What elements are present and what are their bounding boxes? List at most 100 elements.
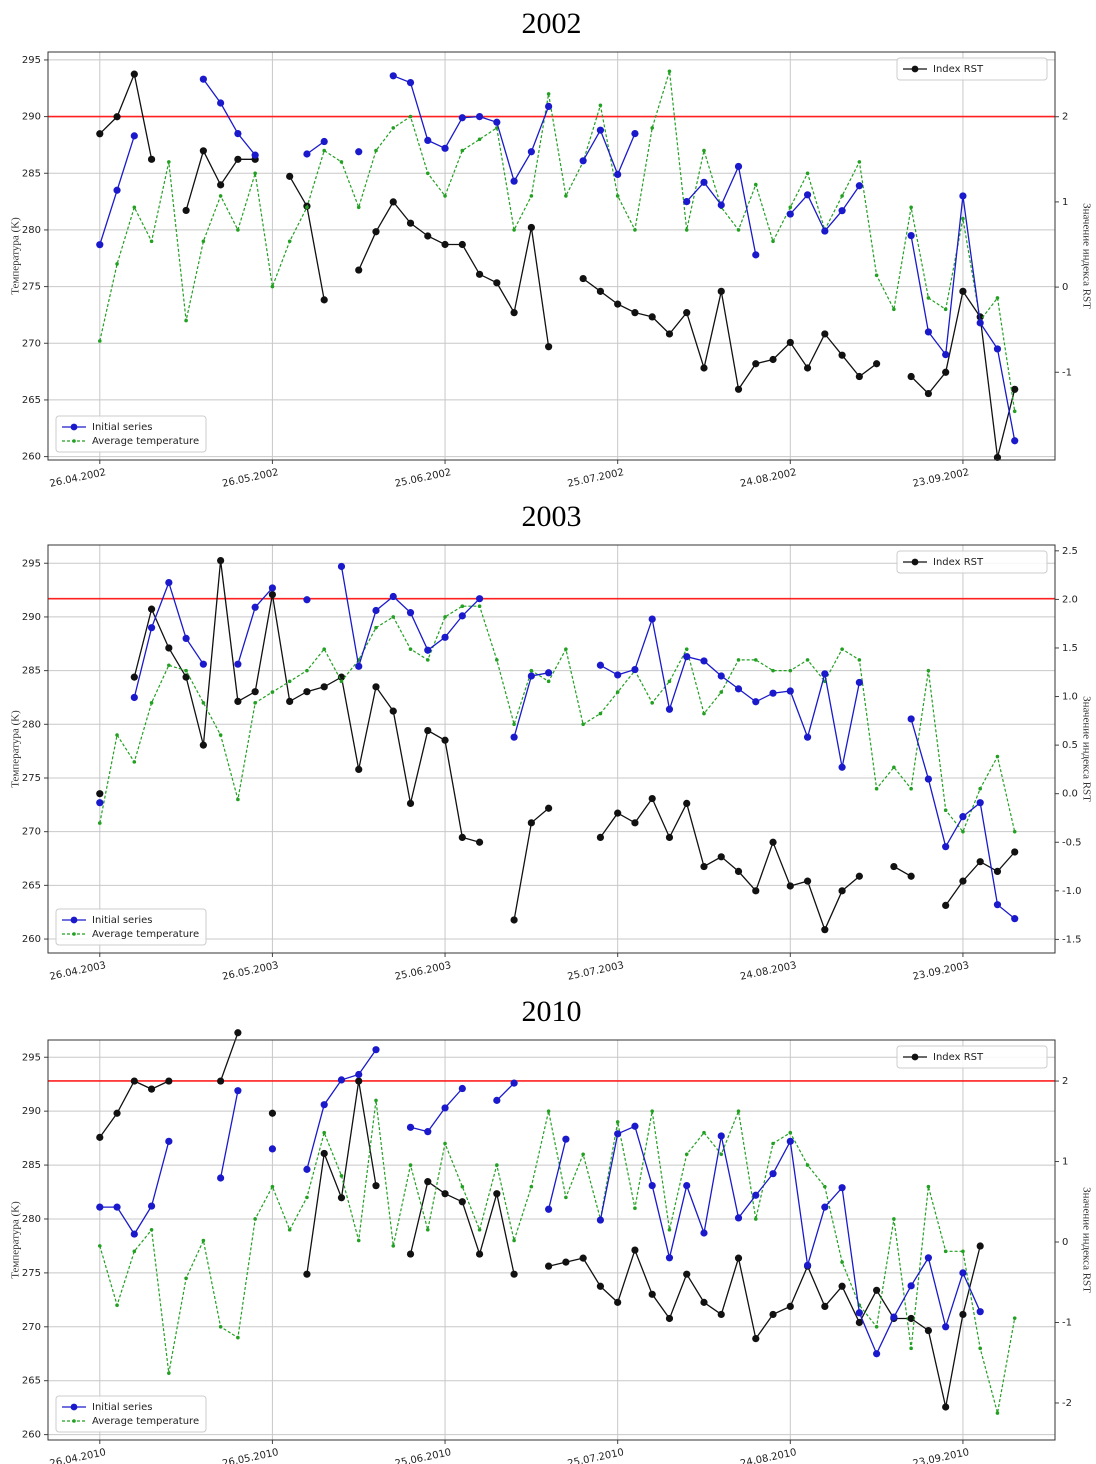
data-point [961,829,965,834]
data-point [337,1076,346,1084]
data-point [545,102,553,110]
data-point [201,1238,206,1243]
data-point [821,1203,829,1211]
data-point [717,853,725,861]
data-point [579,1254,587,1262]
data-point [406,219,415,227]
data-point [493,118,501,126]
data-point [976,799,984,807]
data-point [372,228,380,236]
data-point [719,690,724,694]
data-point [683,1270,691,1278]
data-point [683,198,691,206]
data-point [529,194,534,198]
data-point [287,239,292,244]
data-point [1012,829,1017,834]
data-point [268,584,277,592]
data-point [734,385,743,393]
data-point [890,1313,898,1321]
data-point [700,862,708,871]
y2-tick-label: 2 [1062,112,1068,123]
data-point [614,671,622,679]
data-point [184,1276,188,1281]
data-point [752,698,760,706]
plot-frame [47,51,1056,461]
data-point [510,177,518,185]
data-point [976,313,984,321]
data-point [253,171,257,176]
y2-tick-label: 1.5 [1062,643,1078,654]
y-tick-label: 275 [22,1268,41,1279]
data-point [942,843,950,851]
data-point [564,194,568,198]
y-tick-label: 260 [22,934,41,945]
x-tick-label: 23.09.2002 [912,467,970,490]
data-point [475,270,484,278]
data-point [337,1194,346,1202]
legend-label: Average temperature [92,929,199,940]
legend: Initial series Average temperature [55,908,207,946]
y-tick-label: 285 [22,168,41,179]
data-point [424,646,432,654]
data-point [115,733,119,737]
data-point [182,634,190,643]
data-point [976,319,984,327]
data-point [391,126,396,130]
data-point [199,660,207,668]
data-point [596,1282,605,1290]
data-point [631,819,639,827]
data-point [322,647,327,651]
data-point [942,1403,950,1411]
chart-title: 2002 [522,7,582,40]
data-point [993,345,1002,353]
data-point [786,687,794,695]
data-point [270,284,275,289]
data-point [546,679,551,684]
legend-box [896,550,1048,574]
data-point [631,130,639,138]
x-tick-label: 26.05.2010 [221,1447,279,1464]
data-point [355,765,363,774]
data-point [788,668,793,673]
data-point [702,711,706,716]
data-point [942,368,950,376]
data-point [458,833,466,842]
data-point [408,647,413,651]
data-point [217,181,225,189]
data-point [320,1101,328,1109]
data-point [512,1238,516,1243]
data-point [545,343,553,351]
data-point [631,1122,639,1130]
data-point [959,877,967,885]
data-point [510,1270,518,1278]
data-point [665,330,674,338]
data-point [823,1184,827,1189]
y-tick-label: 290 [22,1106,41,1117]
data-point [406,1123,415,1131]
data-point [236,228,240,232]
data-point [374,148,378,153]
data-point [495,1163,499,1167]
x-tick-label: 25.07.2002 [567,467,625,490]
data-point [667,679,672,684]
y-tick-label: 290 [22,612,41,623]
data-point [234,697,242,706]
data-point [855,1318,863,1327]
data-point [165,644,173,652]
data-point [702,1130,706,1135]
data-point [408,114,413,119]
data-point [270,690,275,694]
data-point [803,733,812,741]
data-point [217,99,225,107]
data-point [389,198,397,206]
data-point [874,786,879,791]
y-tick-label: 270 [22,827,41,838]
data-point [286,172,294,180]
data-point [113,186,121,194]
legend: Index RST [896,57,1048,81]
y2-tick-label: 0 [1062,1237,1068,1248]
data-point [907,232,915,240]
y2-axis-label: Значение индекса RST [1080,696,1092,802]
data-point [926,296,931,300]
data-point [650,701,654,705]
